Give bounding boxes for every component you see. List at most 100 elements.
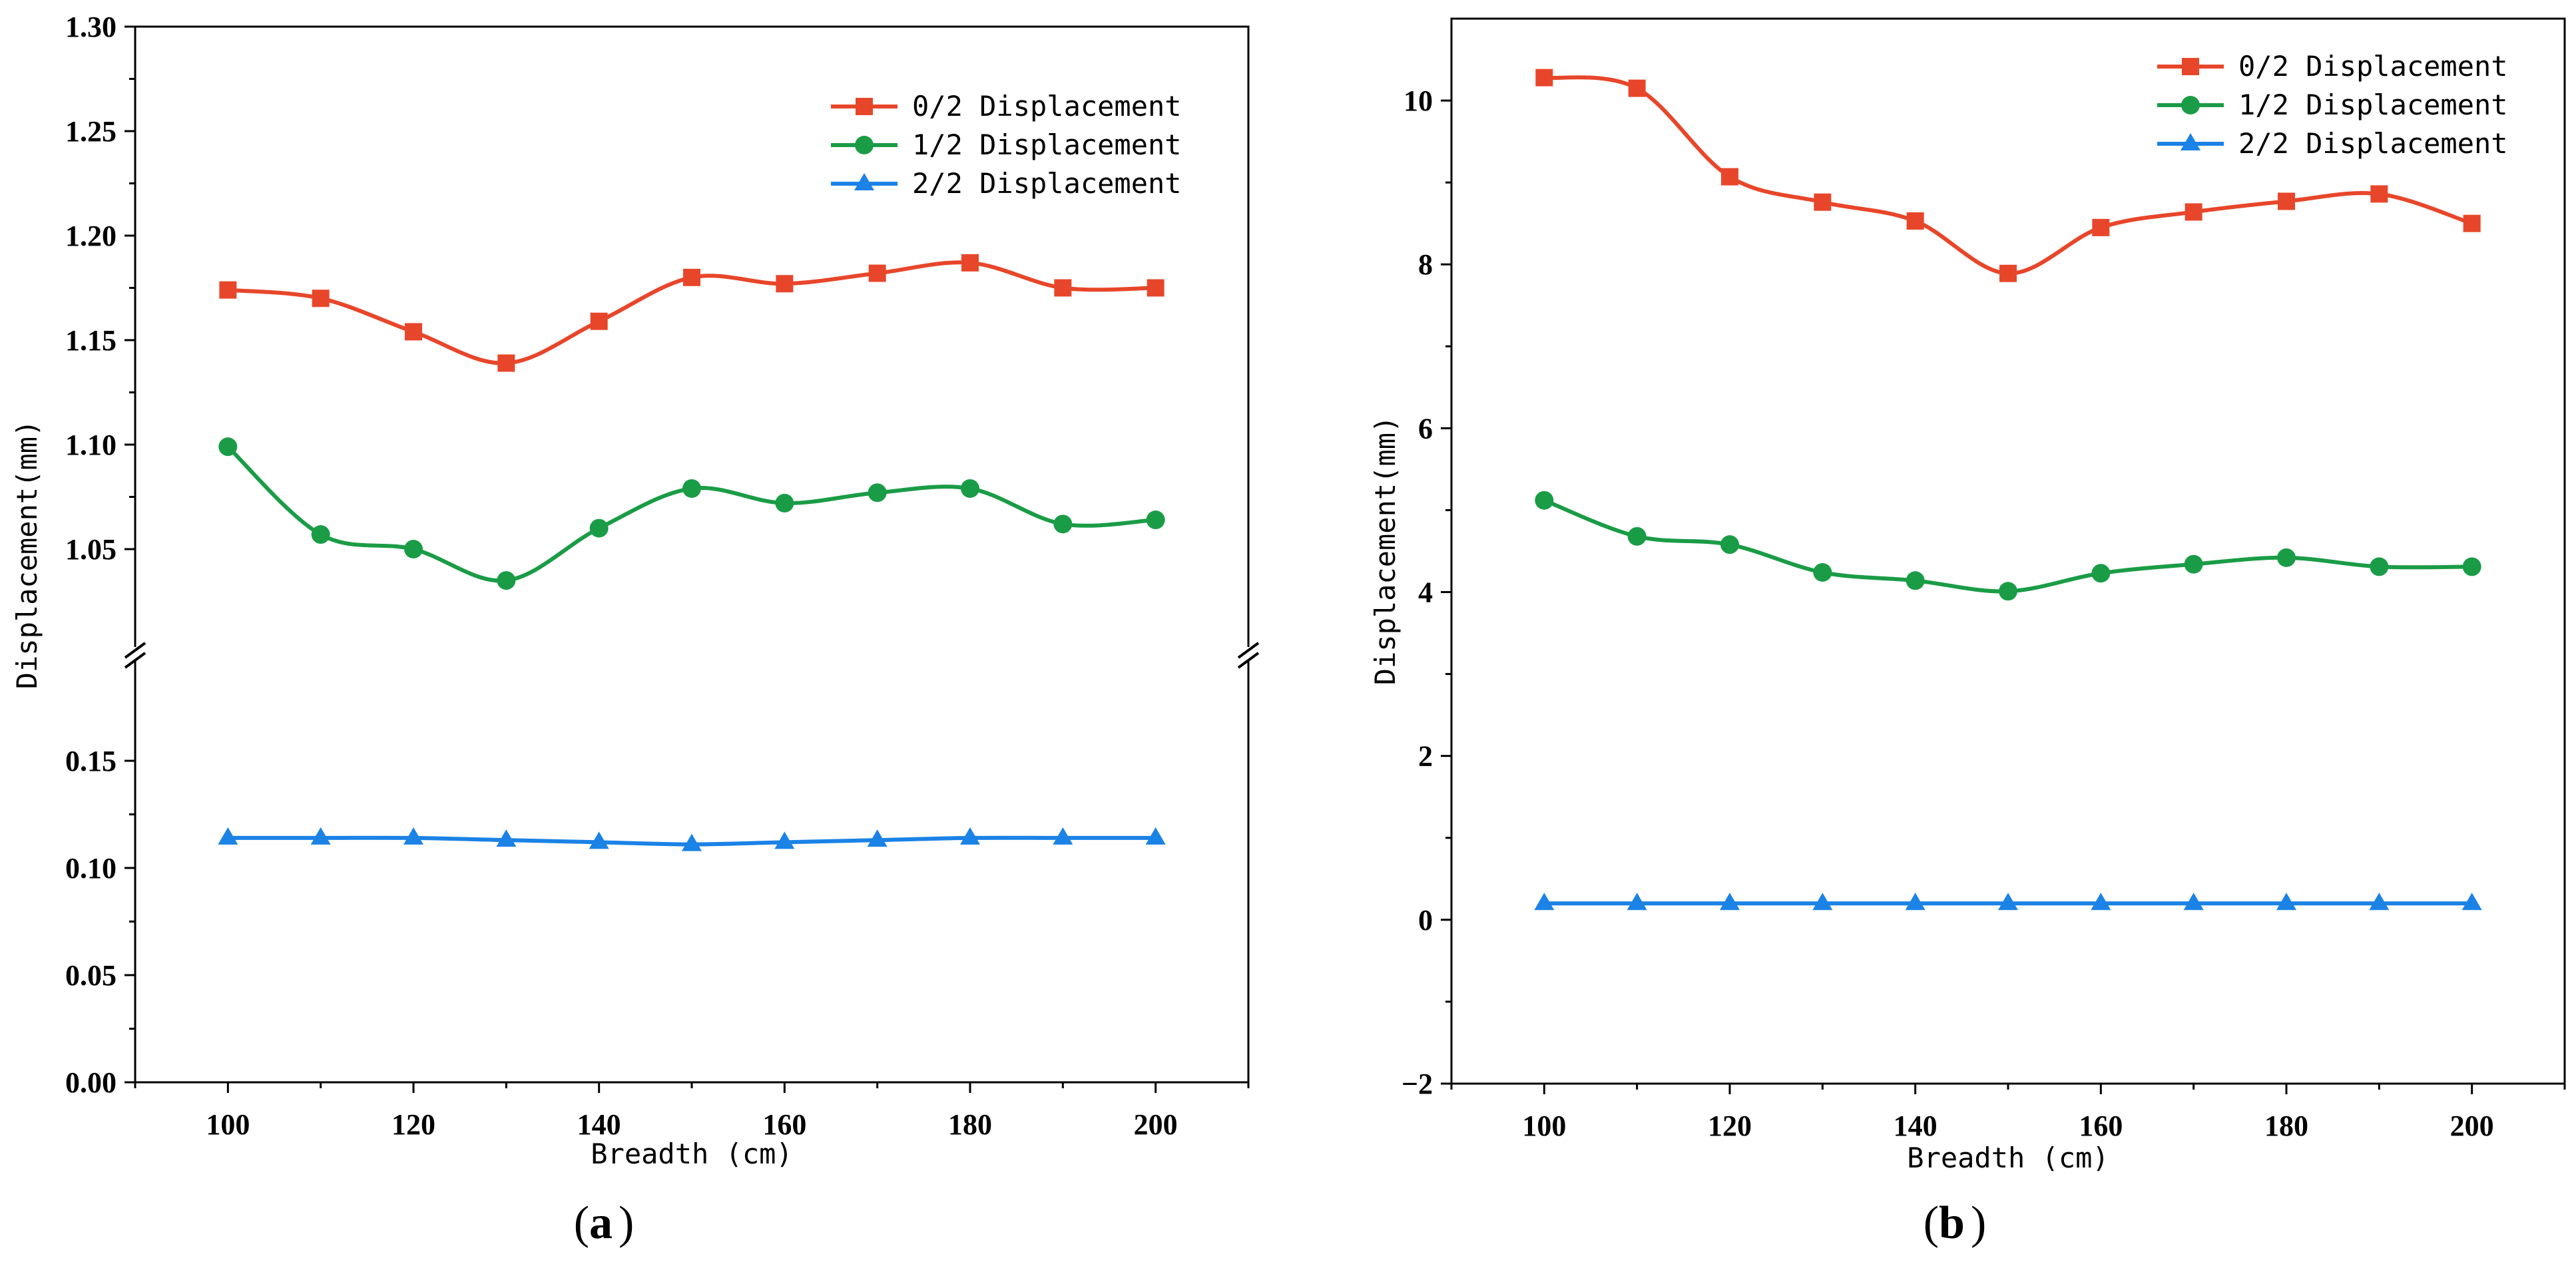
panel-a-x-axis-title: Breadth (cm) (591, 1138, 792, 1170)
panel-a-y-tick-label: 0.10 (65, 852, 117, 885)
panel-a-data-point (404, 540, 423, 558)
panel-b-data-point (2370, 557, 2389, 576)
panel-a-x-tick-label: 160 (762, 1108, 806, 1141)
panel-a-label-letter: a (589, 1197, 613, 1249)
panel-b-y-tick-label: 10 (1404, 85, 1433, 117)
panel-b-x-tick-label: 160 (2079, 1110, 2123, 1142)
panel-a-series (218, 254, 1166, 851)
panel-a-data-point (868, 264, 886, 282)
panel-b-series-line-0 (1543, 75, 2473, 276)
panel-b-data-point (2462, 557, 2481, 576)
panel-b-data-point (1814, 193, 1832, 211)
panel-a-data-point (1146, 511, 1165, 530)
panel-a-data-point (218, 827, 238, 845)
panel-a-label-close: ) (619, 1197, 634, 1249)
panel-a-y-tick-label: 0.05 (65, 959, 117, 992)
panel-a-legend-label-1: 1/2 Displacement (912, 128, 1182, 161)
panel-a-x-tick-label: 200 (1134, 1108, 1178, 1141)
panel-b-data-point (1999, 264, 2017, 282)
panel-a-data-point (589, 519, 609, 538)
panel-b-data-point (1812, 893, 1833, 911)
panel-a-y-tick-label: 0.15 (65, 745, 117, 777)
panel-b-legend-marker-2 (2181, 133, 2200, 150)
panel-b-data-point (1627, 893, 1647, 911)
panel-a-data-point (311, 525, 330, 544)
panel-b-legend: 0/2 Displacement 1/2 Displacement 2/2 Di… (2157, 50, 2508, 160)
panel-a-y-tick-label: 1.10 (65, 429, 117, 461)
panel-a-legend-marker-1 (855, 136, 874, 154)
panel-b-label: ( b ) (1924, 1197, 1987, 1249)
panel-a-y-tick-label: 1.05 (65, 533, 117, 566)
panel-b-y-tick-label: −2 (1402, 1068, 1433, 1100)
panel-b-data-point (1813, 563, 1832, 582)
panel-a-x-ticks: 100 120 140 160 180 200 (134, 1082, 1250, 1141)
panel-a-data-point (496, 829, 517, 847)
panel-a-break-mark (124, 652, 146, 669)
panel-b-data-point (1998, 893, 2018, 911)
panel-b-data-point (2277, 548, 2296, 567)
panel-a-legend: 0/2 Displacement 1/2 Displacement 2/2 Di… (831, 90, 1182, 200)
panel-b-data-point (1999, 582, 2017, 601)
panel-a-y-axis-title: Displacement(mm) (11, 420, 43, 690)
panel-b-data-point (2276, 893, 2296, 911)
panel-a-legend-label-0: 0/2 Displacement (912, 90, 1182, 122)
panel-b-y-ticks: −2 0 2 4 6 8 10 (1402, 85, 1451, 1100)
panel-a-data-point (868, 483, 887, 503)
panel-b-x-ticks: 100 120 140 160 180 200 (1450, 1084, 2566, 1142)
panel-a-legend-label-2: 2/2 Displacement (912, 167, 1182, 200)
panel-a-data-point (961, 479, 979, 498)
panel-a-chart: 0.00 0.05 0.10 0.15 1.05 1.10 1.15 1.20 1.25 1.30… (11, 11, 1260, 1249)
panel-b-label-close: ) (1971, 1197, 1986, 1249)
panel-b-data-point (2461, 893, 2482, 911)
panel-a-data-point (1145, 827, 1166, 845)
panel-b-legend-label-1: 1/2 Displacement (2238, 89, 2508, 121)
panel-a-data-point (497, 354, 515, 372)
panel-a-data-point (776, 275, 794, 293)
panel-a-data-point (867, 829, 888, 847)
panel-a-data-point (774, 831, 795, 849)
panel-a-break-mark (124, 642, 146, 659)
panel-b-data-point (2278, 192, 2295, 210)
panel-b-data-point (1534, 893, 1555, 911)
panel-a-y-tick-label: 1.25 (65, 115, 117, 148)
panel-b-data-point (1535, 491, 1554, 510)
panel-a-data-point (218, 437, 238, 457)
panel-a-data-point (590, 312, 608, 330)
panel-b-data-point (2369, 893, 2390, 911)
panel-a-x-tick-label: 100 (206, 1108, 250, 1141)
panel-a-data-point (1054, 279, 1072, 297)
panel-a-legend-marker-2 (854, 173, 874, 190)
panel-b-y-tick-label: 6 (1418, 412, 1433, 445)
panel-a-data-point (589, 831, 609, 849)
panel-a-y-tick-label: 0.00 (65, 1066, 117, 1099)
panel-b-data-point (1906, 212, 1924, 230)
panel-b-label-open: ( (1924, 1197, 1939, 1249)
panel-b-data-point (2184, 554, 2203, 574)
panel-a-data-point (961, 254, 979, 272)
panel-b-legend-label-2: 2/2 Displacement (2238, 127, 2508, 160)
panel-a-y-tick-label: 1.30 (65, 11, 117, 43)
panel-b-data-point (2091, 564, 2111, 583)
panel-b-chart: −2 0 2 4 6 8 10 100 120 140 160 180 200 0/2 Displac… (1369, 17, 2566, 1249)
panel-b-y-axis-title: Displacement(mm) (1369, 416, 1402, 686)
panel-b-data-point (2091, 893, 2111, 911)
panel-a-data-point (405, 323, 422, 341)
panel-b-y-tick-label: 0 (1418, 904, 1433, 937)
panel-a-data-point (1147, 279, 1164, 297)
panel-b-data-point (2183, 893, 2204, 911)
panel-a-data-point (775, 493, 794, 513)
panel-a-data-point (403, 827, 423, 845)
panel-a-break-mark-right (1237, 642, 1260, 659)
panel-b-x-tick-label: 180 (2264, 1110, 2308, 1142)
panel-b-series (1534, 69, 2482, 911)
panel-a-data-point (682, 479, 701, 498)
panel-a-axis-break (123, 642, 1260, 669)
panel-a-x-tick-label: 120 (391, 1108, 435, 1141)
panel-b-data-point (2370, 185, 2388, 203)
panel-b-data-point (1535, 69, 1553, 87)
panel-a-label-open: ( (574, 1197, 589, 1249)
panel-a-data-point (1053, 827, 1073, 845)
panel-b-y-tick-label: 8 (1418, 248, 1433, 281)
